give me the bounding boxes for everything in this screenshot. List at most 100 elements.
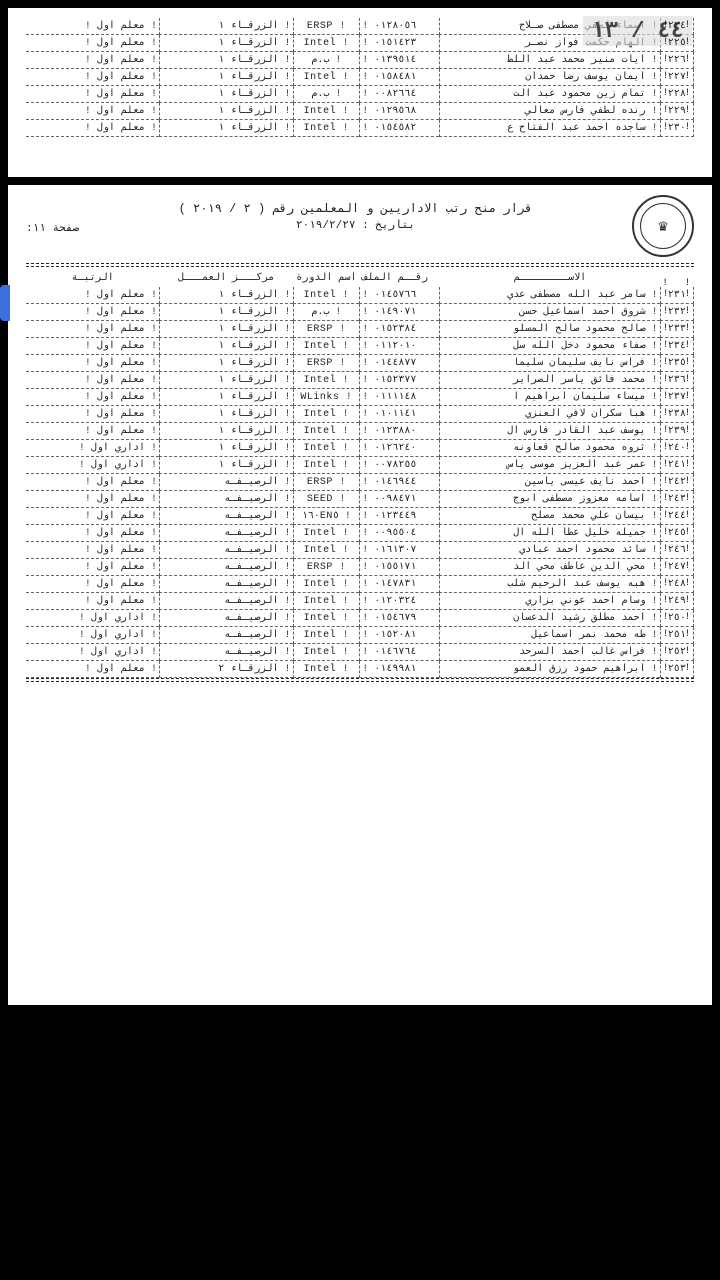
cell-rank: معلم اول: [26, 508, 160, 525]
cell-index: ٢٤٨: [660, 576, 693, 593]
cell-index: ٢٢٦: [660, 52, 693, 69]
cell-center: الرصيـفـه: [160, 542, 294, 559]
cell-index: ٢٣٤: [660, 338, 693, 355]
cell-course: ERSP: [293, 559, 360, 576]
cell-course: Intel: [293, 457, 360, 474]
cell-file: ٠٠٩٥٥٠٤: [360, 525, 440, 542]
cell-rank: معلم اول: [26, 304, 160, 321]
cell-name: بيسان علي محمد مصلح: [440, 508, 660, 525]
cell-index: ٢٢٩: [660, 103, 693, 120]
cell-center: الزرقـاء ١: [160, 69, 294, 86]
cell-name: هبه يوسف عبد الرحيم شلب: [440, 576, 660, 593]
cell-index: ٢٢٤: [660, 18, 693, 35]
cell-course: Intel: [293, 627, 360, 644]
cell-index: ٢٣٧: [660, 389, 693, 406]
cell-name: ميساء سليمان ابراهيم ا: [440, 389, 660, 406]
table-row: ٢٣٢ شروق احمد اسماعيل حسن ٠١٤٩٠٧١ ب.م ال…: [26, 304, 694, 321]
cell-rank: معلم اول: [26, 120, 160, 137]
table-row: ٢٥١ طه محمد نمر اسماعيل ٠١٥٢٠٨١ Intel ال…: [26, 627, 694, 644]
cell-rank: معلم اول: [26, 69, 160, 86]
cell-index: ٢٣٠: [660, 120, 693, 137]
cell-index: ٢٢٨: [660, 86, 693, 103]
cell-file: ٠١٥١٤٢٣: [360, 35, 440, 52]
cell-course: Intel: [293, 661, 360, 678]
seal-icon: ♛: [632, 195, 694, 257]
cell-index: ٢٤٤: [660, 508, 693, 525]
side-tab: [0, 285, 10, 321]
cell-file: ٠١٢٣٤٤٩: [360, 508, 440, 525]
cell-index: ٢٥٠: [660, 610, 693, 627]
cell-name: عمر عبد العزيز موسى ياس: [440, 457, 660, 474]
cell-center: الزرقـاء ١: [160, 440, 294, 457]
cell-name: ساجده احمد عبد الفتاح ع: [440, 120, 660, 137]
table-row: ٢٤٠ ثروه محمود صالح قعاونه ٠١٢٦٢٤٠ Intel…: [26, 440, 694, 457]
cell-rank: اداري اول: [26, 457, 160, 474]
divider: [26, 263, 694, 267]
col-rank: الرتبـة: [26, 269, 160, 287]
cell-file: ٠١٢٣٨٨٠: [360, 423, 440, 440]
cell-index: ٢٣٩: [660, 423, 693, 440]
cell-index: ٢٣٦: [660, 372, 693, 389]
cell-index: ٢٤٧: [660, 559, 693, 576]
cell-rank: معلم اول: [26, 338, 160, 355]
cell-rank: معلم اول: [26, 35, 160, 52]
cell-index: ٢٤٥: [660, 525, 693, 542]
table-row: ٢٣٠ ساجده احمد عبد الفتاح ع ٠١٥٤٥٨٢ Inte…: [26, 120, 694, 137]
cell-rank: اداري اول: [26, 644, 160, 661]
cell-name: سائد محمود احمد عبادي: [440, 542, 660, 559]
cell-name: احمد مطلق رشيد الدعسان: [440, 610, 660, 627]
cell-file: ٠١٣٩٥١٤: [360, 52, 440, 69]
cell-index: ٢٤١: [660, 457, 693, 474]
cell-file: ٠١٥٢٣٨٤: [360, 321, 440, 338]
table-row: ٢٣١ سامر عبد الله مصطفى عدي ٠١٤٥٧٦٦ Inte…: [26, 287, 694, 304]
col-center: مركـــز العمـــل: [160, 269, 294, 287]
cell-course: ب.م: [293, 52, 360, 69]
col-name: الاســــــــم: [440, 269, 660, 287]
table-bottom: الاســــــــم رقــم الملف اسم الدورة مرك…: [26, 269, 694, 678]
table-row: ٢٢٦ ايات منير محمد عبد اللط ٠١٣٩٥١٤ ب.م …: [26, 52, 694, 69]
cell-file: ٠١٥٤٦٧٩: [360, 610, 440, 627]
cell-name: محمد فائق ياسر الصراير: [440, 372, 660, 389]
cell-rank: معلم اول: [26, 389, 160, 406]
table-row: ٢٤١ عمر عبد العزيز موسى ياس ٠٠٧٨٢٥٥ Inte…: [26, 457, 694, 474]
cell-course: Intel: [293, 423, 360, 440]
cell-name: ايمان يوسف رضا حمدان: [440, 69, 660, 86]
cell-rank: معلم اول: [26, 406, 160, 423]
cell-index: ٢٥٣: [660, 661, 693, 678]
cell-name: هبا سكران لافي العنزي: [440, 406, 660, 423]
cell-name: يوسف عبد القادر فارس ال: [440, 423, 660, 440]
col-file: رقــم الملف: [360, 269, 440, 287]
cell-center: الزرقـاء ١: [160, 86, 294, 103]
cell-center: الرصيـفـه: [160, 576, 294, 593]
cell-name: جميله خليل عطا الله ال: [440, 525, 660, 542]
decree-date: بتاريخ : ٢٠١٩/٢/٢٧: [99, 218, 612, 232]
cell-name: صفاء محمود دخل الله سل: [440, 338, 660, 355]
table-row: ٢٤٢ احمد نايف عيسى ياسين ٠١٤٦٩٤٤ ERSP ال…: [26, 474, 694, 491]
table-row: ٢٤٤ بيسان علي محمد مصلح ٠١٢٣٤٤٩ ١٦٠EN٥ ا…: [26, 508, 694, 525]
cell-name: وسام احمد عوني بزاري: [440, 593, 660, 610]
header-row: الاســــــــم رقــم الملف اسم الدورة مرك…: [26, 269, 694, 287]
cell-center: الرصيـفـه: [160, 559, 294, 576]
decree-title: قرار منح رتب الاداريين و المعلمين رقم ( …: [99, 201, 612, 216]
cell-course: Intel: [293, 406, 360, 423]
cell-index: ٢٣٣: [660, 321, 693, 338]
cell-course: Intel: [293, 120, 360, 137]
cell-course: ب.م: [293, 304, 360, 321]
table-row: ٢٤٨ هبه يوسف عبد الرحيم شلب ٠١٤٧٨٣١ Inte…: [26, 576, 694, 593]
cell-course: ١٦٠EN٥: [293, 508, 360, 525]
divider: [26, 678, 694, 682]
cell-center: الرصيـفـه: [160, 610, 294, 627]
cell-file: ٠١٥٨٤٨١: [360, 69, 440, 86]
cell-file: ٠١٠١١٤١: [360, 406, 440, 423]
table-row: ٢٣٦ محمد فائق ياسر الصراير ٠١٥٢٣٧٧ Intel…: [26, 372, 694, 389]
table-row: ٢٤٧ محي الدين عاطف محي الد ٠١٥٥١٧١ ERSP …: [26, 559, 694, 576]
cell-name: فراس غالب احمد السرحد: [440, 644, 660, 661]
cell-course: ب.م: [293, 86, 360, 103]
cell-name: اسامه معزوز مصطفى ابوج: [440, 491, 660, 508]
cell-rank: معلم اول: [26, 491, 160, 508]
cell-name: شروق احمد اسماعيل حسن: [440, 304, 660, 321]
cell-center: الزرقـاء ١: [160, 287, 294, 304]
cell-course: ERSP: [293, 355, 360, 372]
cell-rank: معلم اول: [26, 103, 160, 120]
cell-course: Intel: [293, 35, 360, 52]
